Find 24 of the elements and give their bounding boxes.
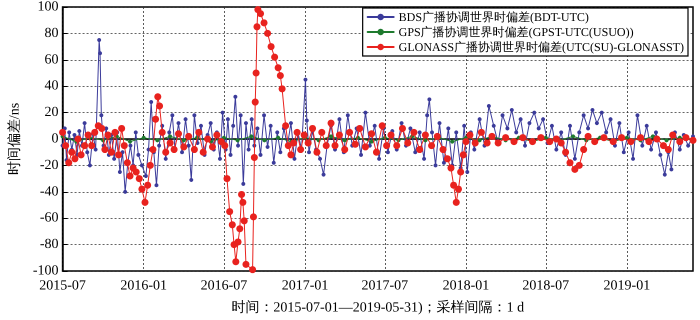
- y-tick-label: 60: [44, 52, 59, 68]
- y-tick-label: 20: [44, 105, 59, 120]
- y-tick-label: 40: [44, 78, 59, 94]
- x-tick-label: 2019-01: [604, 278, 650, 294]
- x-tick-label: 2018-01: [442, 278, 490, 294]
- x-tick-label: 2015-07: [39, 278, 86, 294]
- y-tick-label: -80: [40, 237, 59, 252]
- x-tick-label: 2018-07: [522, 278, 570, 294]
- x-tick-label: 2017-01: [282, 278, 328, 294]
- x-tick-label: 2016-01: [120, 278, 168, 294]
- y-tick-label: 0: [52, 132, 59, 146]
- y-axis-title: 时间偏差/ns: [6, 102, 22, 176]
- y-tick-label: -40: [40, 184, 59, 200]
- x-axis-title: 时间：2015-07-01—2019-05-31)；采样间隔：1 d: [231, 300, 524, 316]
- y-tick-label: 80: [44, 26, 59, 41]
- legend-label: GLONASS广播协调世界时偏差(UTC(SU)-GLONASST): [398, 40, 684, 54]
- x-tick-label: 2016-07: [200, 278, 248, 294]
- y-tick-label: -20: [40, 158, 59, 173]
- y-tick-label: -60: [40, 210, 59, 226]
- y-tick-label: 100: [38, 0, 59, 14]
- legend-label: GPS广播协调世界时偏差(GPST-UTC(USUO)): [398, 25, 634, 39]
- y-tick-label: -100: [32, 264, 59, 278]
- x-tick-label: 2017-07: [362, 278, 408, 294]
- legend-label: BDS广播协调世界时偏差(BDT-UTC): [398, 10, 589, 24]
